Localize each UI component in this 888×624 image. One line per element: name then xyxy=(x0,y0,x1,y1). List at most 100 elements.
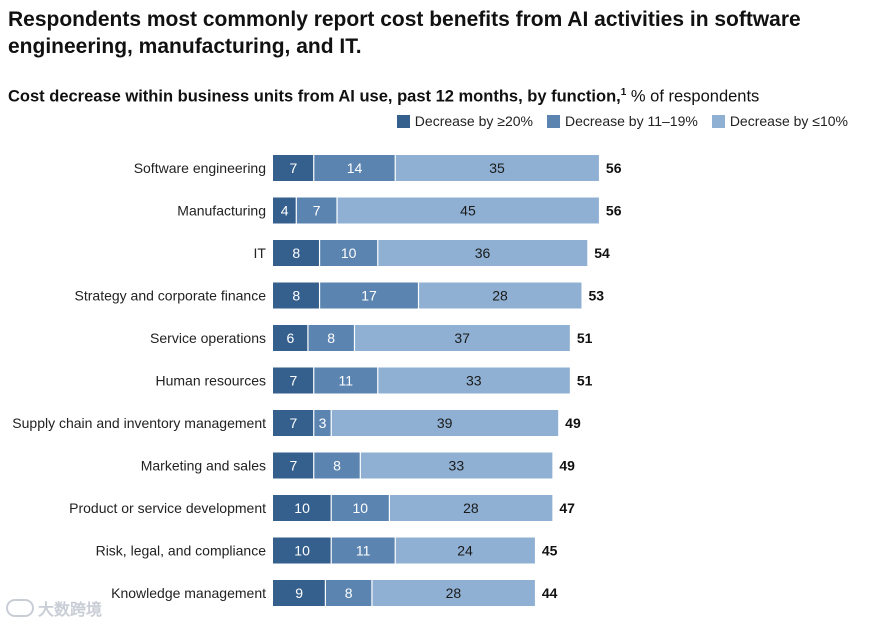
subtitle-main: Cost decrease within business units from… xyxy=(8,87,621,106)
bar-segment xyxy=(273,155,314,181)
bar-segment xyxy=(331,410,559,436)
bar-segment xyxy=(273,325,308,351)
total-label: 51 xyxy=(577,373,593,389)
total-label: 47 xyxy=(559,500,575,516)
bar-segment xyxy=(331,537,396,564)
segment-value-label: 37 xyxy=(454,330,470,346)
legend-label-light: Decrease by ≤10% xyxy=(729,113,848,129)
segment-value-label: 10 xyxy=(294,543,310,559)
segment-value-label: 7 xyxy=(313,203,321,219)
headline: Respondents most commonly report cost be… xyxy=(8,8,801,58)
bar-segment xyxy=(319,240,378,266)
footnote-mark: 1 xyxy=(620,87,627,98)
segment-value-label: 8 xyxy=(292,245,300,261)
segment-value-label: 28 xyxy=(446,585,462,601)
segment-value-label: 8 xyxy=(292,288,300,304)
segment-value-label: 11 xyxy=(356,543,371,559)
legend-swatch-light xyxy=(711,114,725,128)
bar-segment xyxy=(307,325,355,351)
segment-value-label: 36 xyxy=(475,245,491,261)
segment-value-label: 11 xyxy=(338,373,353,389)
category-label: Service operations xyxy=(150,330,266,346)
category-label: Strategy and corporate finance xyxy=(75,288,267,304)
segment-value-label: 8 xyxy=(345,585,353,601)
total-label: 56 xyxy=(606,203,622,219)
segment-value-label: 35 xyxy=(489,160,505,176)
bar-segment xyxy=(377,240,588,266)
bar-segment xyxy=(354,325,570,351)
total-label: 49 xyxy=(559,458,575,474)
bar-segment xyxy=(273,537,332,564)
bar-segment xyxy=(313,155,396,181)
segment-value-label: 9 xyxy=(295,585,303,601)
category-label: Product or service development xyxy=(69,500,266,516)
bar-segment xyxy=(337,197,599,224)
category-label: Manufacturing xyxy=(177,203,266,219)
bar-segment xyxy=(313,452,361,479)
segment-value-label: 17 xyxy=(361,288,377,304)
bar-segment xyxy=(313,367,378,394)
bar-segment xyxy=(389,495,553,521)
chart-subtitle: Cost decrease within business units from… xyxy=(8,82,878,108)
legend-swatch-mid xyxy=(546,114,560,128)
segment-value-label: 14 xyxy=(347,160,363,176)
total-label: 54 xyxy=(594,245,610,261)
segment-value-label: 39 xyxy=(437,415,453,431)
segment-value-label: 28 xyxy=(463,500,479,516)
legend-item-dark: Decrease by ≥20% xyxy=(396,113,533,129)
legend-swatch-dark xyxy=(396,114,410,128)
bar-segment xyxy=(360,452,553,479)
segment-value-label: 7 xyxy=(289,160,297,176)
bar-segment xyxy=(331,495,390,521)
segment-value-label: 33 xyxy=(466,373,482,389)
segment-value-label: 7 xyxy=(289,458,297,474)
segment-value-label: 4 xyxy=(281,203,289,219)
bar-segment xyxy=(395,537,535,564)
segment-value-label: 10 xyxy=(341,245,357,261)
total-label: 44 xyxy=(542,585,558,601)
legend-item-light: Decrease by ≤10% xyxy=(711,113,848,129)
bar-segment xyxy=(273,452,314,479)
segment-value-label: 8 xyxy=(333,458,341,474)
bar-segment xyxy=(273,410,314,436)
bar-segment xyxy=(377,367,570,394)
segment-value-label: 28 xyxy=(492,288,508,304)
bar-segment xyxy=(273,580,326,606)
watermark-text: 大数跨境 xyxy=(38,602,103,619)
total-label: 56 xyxy=(606,160,622,176)
category-label: Supply chain and inventory management xyxy=(12,415,266,431)
bar-segment xyxy=(371,580,535,606)
chart-legend: Decrease by ≥20% Decrease by 11–19% Decr… xyxy=(396,113,848,129)
watermark-logo-icon xyxy=(6,599,34,617)
legend-label-mid: Decrease by 11–19% xyxy=(564,113,698,129)
legend-item-mid: Decrease by 11–19% xyxy=(546,113,698,129)
category-label: Risk, legal, and compliance xyxy=(96,543,267,559)
bar-segment xyxy=(273,197,297,224)
segment-value-label: 45 xyxy=(460,203,476,219)
bar-segment xyxy=(313,410,332,436)
segment-value-label: 10 xyxy=(353,500,369,516)
segment-value-label: 3 xyxy=(319,415,327,431)
watermark: 大数跨境 xyxy=(6,596,102,620)
total-label: 53 xyxy=(588,288,604,304)
total-label: 49 xyxy=(565,415,581,431)
subtitle-unit: % of respondents xyxy=(626,87,760,106)
bar-segment xyxy=(325,580,372,606)
bar-segment xyxy=(319,282,419,309)
category-label: Human resources xyxy=(156,373,267,389)
bar-segment xyxy=(273,367,314,394)
segment-value-label: 33 xyxy=(449,458,465,474)
category-label: Software engineering xyxy=(134,160,266,176)
category-label: Marketing and sales xyxy=(141,458,266,474)
segment-value-label: 7 xyxy=(289,415,297,431)
legend-label-dark: Decrease by ≥20% xyxy=(414,113,533,129)
bar-segment xyxy=(273,495,332,521)
category-label: Knowledge management xyxy=(111,585,266,601)
bar-segment xyxy=(273,282,320,309)
category-label: IT xyxy=(254,245,267,261)
segment-value-label: 24 xyxy=(457,543,473,559)
bar-segment xyxy=(418,282,582,309)
segment-value-label: 8 xyxy=(327,330,335,346)
segment-value-label: 6 xyxy=(287,330,295,346)
